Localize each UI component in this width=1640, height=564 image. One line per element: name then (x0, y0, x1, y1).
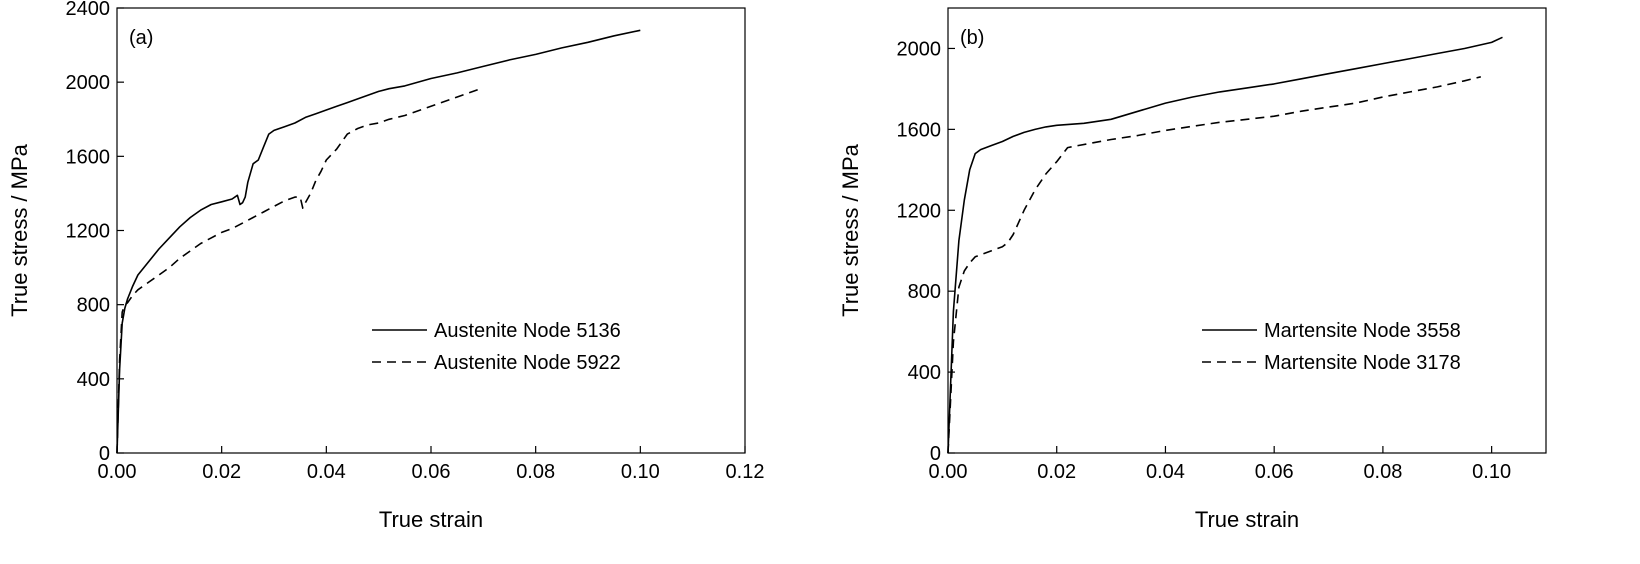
x-tick-label: 0.00 (929, 461, 968, 483)
legend-label: Martensite Node 3558 (1264, 320, 1461, 342)
x-tick-label: 0.00 (98, 461, 137, 483)
y-axis-label: True stress / MPa (7, 143, 32, 317)
y-tick-label: 800 (77, 295, 110, 317)
panel-label: (b) (960, 27, 984, 49)
x-tick-label: 0.12 (726, 461, 765, 483)
x-tick-label: 0.08 (1363, 461, 1402, 483)
y-tick-label: 400 (908, 362, 941, 384)
x-tick-label: 0.06 (1255, 461, 1294, 483)
x-tick-label: 0.10 (1472, 461, 1511, 483)
y-tick-label: 2000 (897, 38, 942, 60)
x-tick-label: 0.04 (1146, 461, 1185, 483)
chart-b: 0.00 0.02 0.04 0.06 0.08 0.10 0 400 800 1200 1600 2… (838, 7, 1547, 532)
series-line-martensite-node-3178 (947, 76, 1481, 454)
chart-a: 0.00 0.02 0.04 0.06 0.08 0.10 0.12 0 400 800 1200 1… (7, 0, 764, 532)
x-tick-label: 0.04 (307, 461, 346, 483)
x-tick-label: 0.02 (1037, 461, 1076, 483)
x-tick-label: 0.06 (412, 461, 451, 483)
plot-frame (947, 7, 1547, 454)
y-tick-label: 0 (99, 443, 110, 465)
plot-frame (116, 7, 746, 454)
y-tick-label: 2400 (66, 0, 111, 20)
panel-label: (a) (129, 27, 153, 49)
x-tick-label: 0.08 (516, 461, 555, 483)
x-tick-label: 0.02 (202, 461, 241, 483)
x-tick-label: 0.10 (621, 461, 660, 483)
y-tick-label: 800 (908, 281, 941, 303)
x-axis-label: True strain (1195, 507, 1299, 532)
y-tick-label: 400 (77, 369, 110, 391)
y-tick-label: 0 (930, 443, 941, 465)
y-tick-label: 1200 (66, 221, 111, 243)
legend-label: Austenite Node 5922 (434, 352, 621, 374)
y-tick-label: 1600 (66, 146, 111, 168)
x-axis-label: True strain (379, 507, 483, 532)
y-tick-label: 1600 (897, 119, 942, 141)
series-line-martensite-node-3558 (947, 36, 1503, 454)
legend-label: Austenite Node 5136 (434, 320, 621, 342)
legend-label: Martensite Node 3178 (1264, 352, 1461, 374)
y-tick-label: 1200 (897, 200, 942, 222)
series-line-austenite-node-5922 (116, 86, 484, 454)
y-axis-label: True stress / MPa (838, 143, 863, 317)
y-tick-label: 2000 (66, 72, 111, 94)
series-line-austenite-node-5136 (116, 29, 641, 454)
